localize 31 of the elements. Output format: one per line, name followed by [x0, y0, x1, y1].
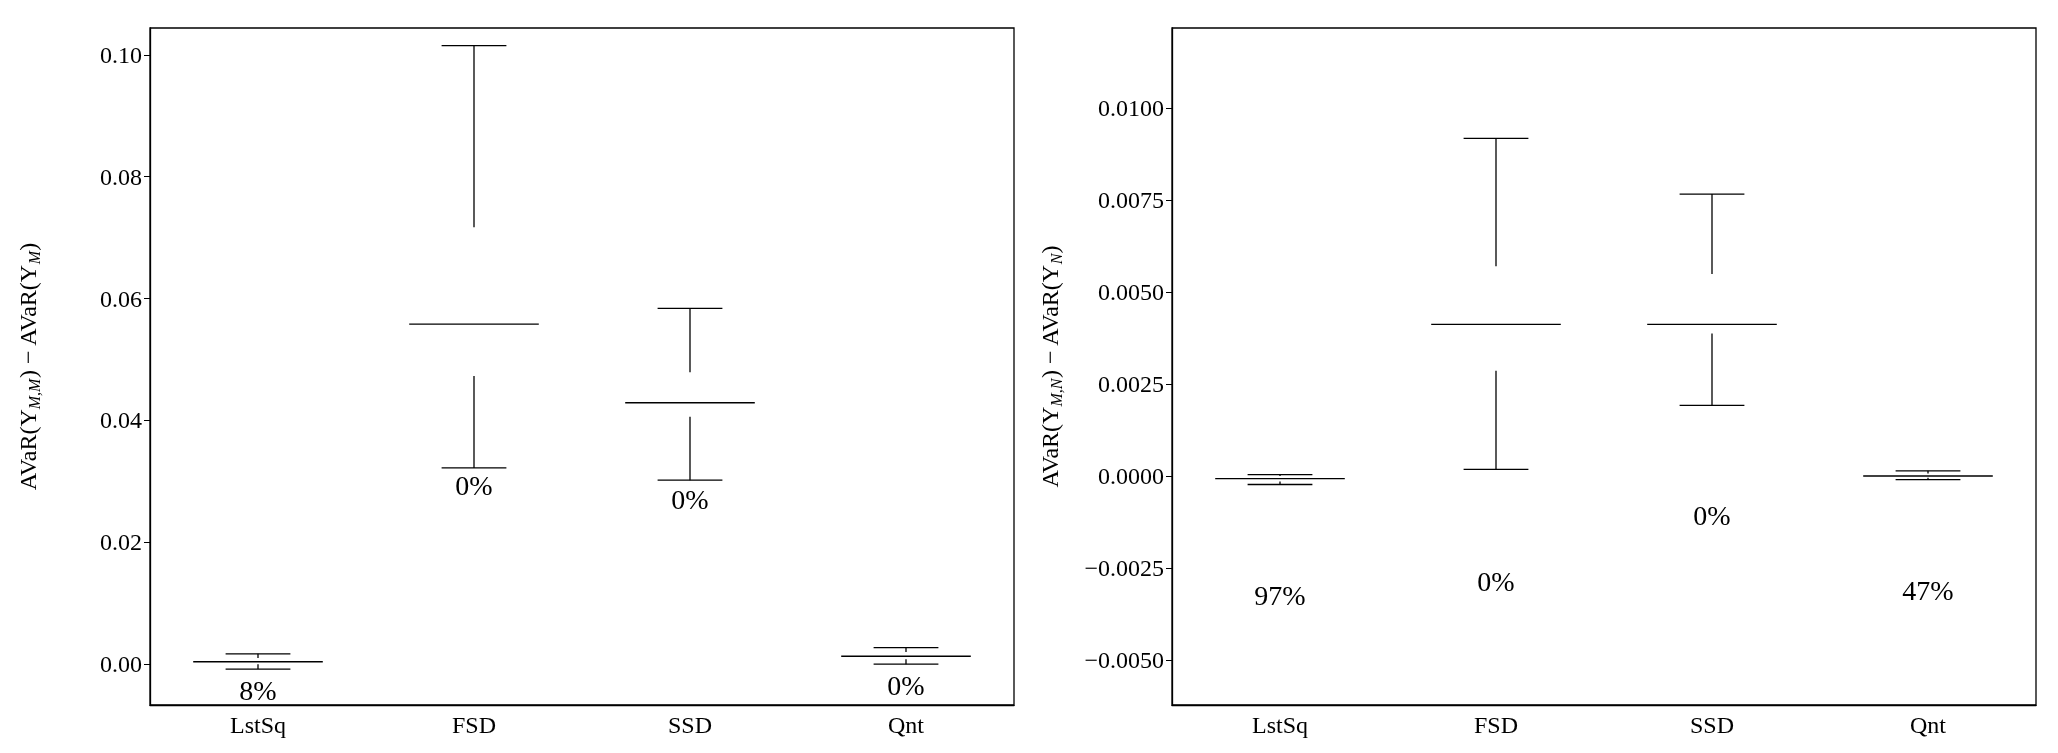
annotation: 97% — [1254, 579, 1306, 611]
y-tick-label: 0.06 — [100, 285, 142, 312]
annotation: 47% — [1902, 574, 1954, 606]
y-tick-label: 0.08 — [100, 163, 142, 190]
y-tick-label: 0.0050 — [1098, 278, 1164, 305]
x-tick-label: Qnt — [1910, 712, 1947, 738]
y-tick-label: 0.0000 — [1098, 463, 1164, 490]
y-tick-label: 0.0075 — [1098, 186, 1164, 213]
y-axis-title: AVaR(YM,M) − AVaR(YM) — [15, 242, 43, 491]
x-tick-label: LstSq — [229, 712, 287, 738]
x-tick-label: LstSq — [1251, 712, 1309, 738]
annotation: 0% — [1693, 499, 1731, 531]
annotation: 0% — [455, 469, 493, 501]
y-tick-label: 0.02 — [100, 529, 142, 556]
x-tick-label: Qnt — [888, 712, 925, 738]
y-tick-label: 0.0025 — [1098, 370, 1164, 397]
y-tick-label: 0.04 — [100, 407, 142, 434]
x-tick-label: FSD — [1473, 712, 1519, 738]
y-tick-label: 0.10 — [100, 41, 142, 68]
y-tick-label: −0.0050 — [1084, 647, 1164, 674]
x-tick-label: SSD — [667, 712, 713, 738]
annotation: 8% — [239, 674, 277, 706]
x-tick-label: FSD — [451, 712, 497, 738]
y-tick-label: 0.0100 — [1098, 94, 1164, 121]
annotation: 0% — [887, 669, 925, 701]
y-tick-label: −0.0025 — [1084, 555, 1164, 582]
y-axis-title: AVaR(YM,N) − AVaR(YN) — [1037, 245, 1065, 488]
x-tick-label: SSD — [1689, 712, 1735, 738]
y-tick-label: 0.00 — [100, 651, 142, 678]
annotation: 0% — [1477, 565, 1515, 597]
annotation: 0% — [671, 483, 709, 515]
